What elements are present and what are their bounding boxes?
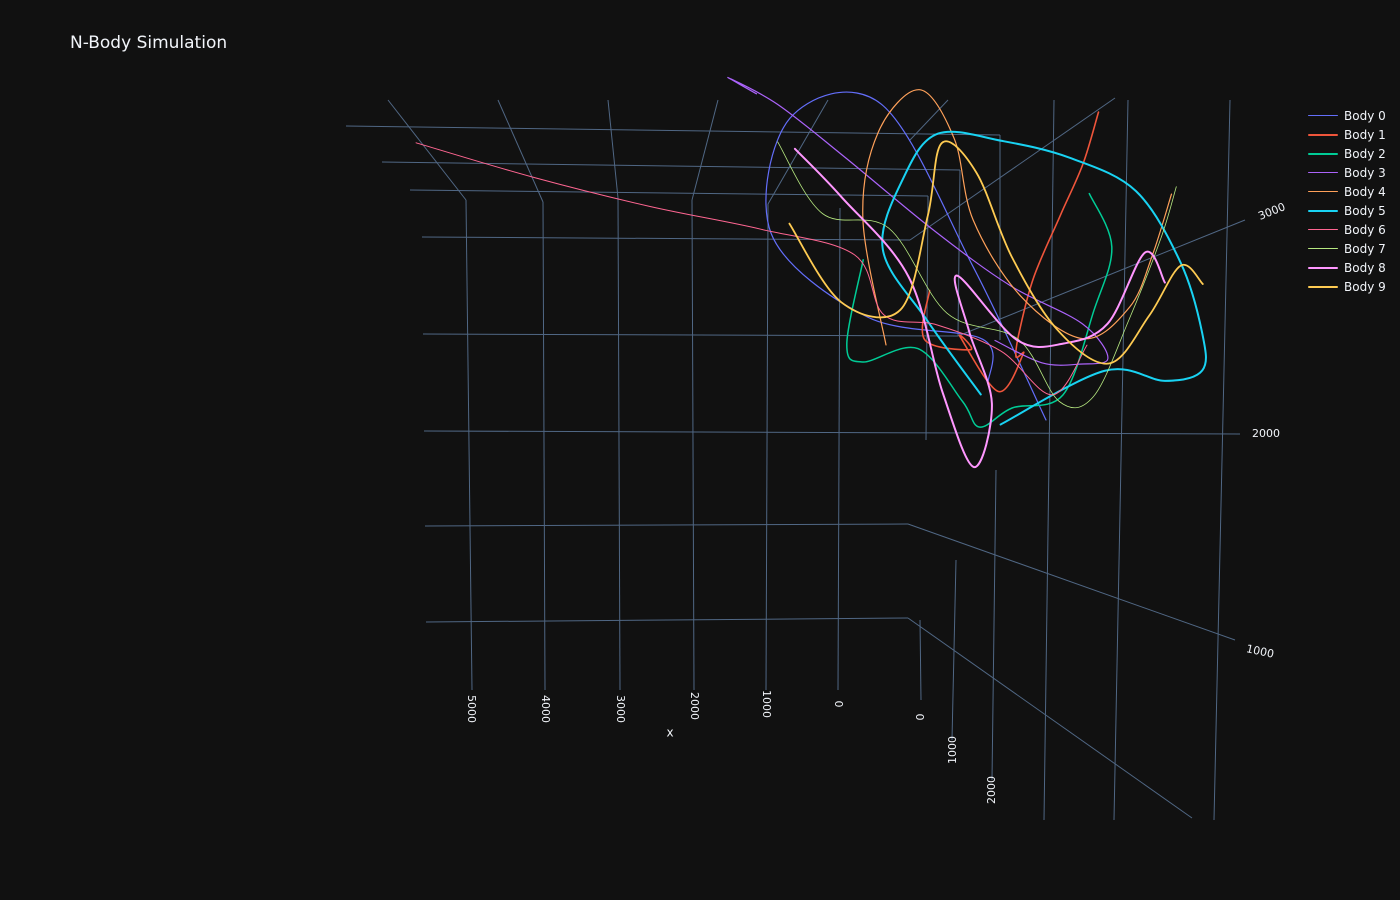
x-tick-label: 5000 xyxy=(465,695,478,723)
grid-line xyxy=(907,523,1236,641)
grid-line xyxy=(617,197,621,691)
trajectory-body-5 xyxy=(881,130,1207,426)
grid-line xyxy=(607,99,619,199)
x-axis-title: x xyxy=(666,726,673,740)
grid-line xyxy=(991,469,997,781)
grid-line xyxy=(423,430,1241,435)
grid-line xyxy=(907,617,1193,819)
grid-line xyxy=(425,617,909,623)
grid-line xyxy=(909,99,949,141)
legend-item-body-1[interactable]: Body 1 xyxy=(1308,125,1386,144)
legend-label: Body 9 xyxy=(1344,279,1386,294)
legend-item-body-7[interactable]: Body 7 xyxy=(1308,239,1386,258)
grid-line xyxy=(542,201,546,691)
legend-swatch xyxy=(1308,209,1338,212)
grid-line xyxy=(387,99,467,201)
trajectory-body-0 xyxy=(765,91,1047,421)
grid-line xyxy=(422,333,959,337)
grid-line xyxy=(957,219,1246,337)
legend-label: Body 3 xyxy=(1344,165,1386,180)
grid-line xyxy=(465,199,473,691)
legend-swatch xyxy=(1308,133,1338,136)
y-tick-label: 2000 xyxy=(985,776,998,804)
chart-title: N-Body Simulation xyxy=(70,33,228,53)
legend-item-body-8[interactable]: Body 8 xyxy=(1308,258,1386,277)
legend-item-body-2[interactable]: Body 2 xyxy=(1308,144,1386,163)
z-tick-label: 1000 xyxy=(1245,642,1275,661)
trajectory-body-6 xyxy=(415,142,1088,396)
y-tick-label: 0 xyxy=(914,714,927,721)
grid-line xyxy=(919,619,922,701)
x-tick-label: 0 xyxy=(832,701,845,708)
trajectory-body-2 xyxy=(846,192,1113,428)
trajectory-body-8 xyxy=(793,147,1166,469)
grid-line xyxy=(957,169,961,337)
legend-label: Body 6 xyxy=(1344,222,1386,237)
legend-label: Body 8 xyxy=(1344,260,1386,275)
trajectory-body-4 xyxy=(862,89,1173,346)
grid-line xyxy=(925,195,929,441)
grid-line xyxy=(381,161,961,171)
legend-item-body-0[interactable]: Body 0 xyxy=(1308,106,1386,125)
grid-line xyxy=(345,125,1001,136)
legend-label: Body 1 xyxy=(1344,127,1386,142)
legend-label: Body 2 xyxy=(1344,146,1386,161)
x-tick-label: 4000 xyxy=(539,695,552,723)
legend-swatch xyxy=(1308,229,1338,230)
grid-line xyxy=(1043,99,1055,821)
legend-swatch xyxy=(1308,248,1338,249)
grid-line xyxy=(409,189,929,197)
x-tick-label: 3000 xyxy=(614,695,627,723)
legend-swatch xyxy=(1308,172,1338,173)
x-tick-label: 2000 xyxy=(688,692,701,720)
legend-item-body-5[interactable]: Body 5 xyxy=(1308,201,1386,220)
legend-swatch xyxy=(1308,266,1338,269)
legend: Body 0 Body 1 Body 2 Body 3 Body 4 Body 5 Body… xyxy=(1308,106,1386,296)
legend-item-body-6[interactable]: Body 6 xyxy=(1308,220,1386,239)
y-tick-label: 1000 xyxy=(946,736,959,764)
grid-line xyxy=(909,97,1116,241)
grid-line xyxy=(1113,99,1129,821)
legend-label: Body 5 xyxy=(1344,203,1386,218)
grid-line xyxy=(421,236,911,241)
trajectory-body-7 xyxy=(777,141,1177,409)
grid-line xyxy=(691,99,719,201)
legend-item-body-3[interactable]: Body 3 xyxy=(1308,163,1386,182)
grid-line xyxy=(497,99,544,203)
legend-swatch xyxy=(1308,152,1338,155)
legend-swatch xyxy=(1308,191,1338,192)
trajectory-body-9 xyxy=(788,140,1204,365)
z-tick-label: 2000 xyxy=(1252,427,1280,440)
trajectories xyxy=(415,76,1207,469)
legend-item-body-4[interactable]: Body 4 xyxy=(1308,182,1386,201)
grid-line xyxy=(951,559,957,741)
legend-item-body-9[interactable]: Body 9 xyxy=(1308,277,1386,296)
legend-label: Body 4 xyxy=(1344,184,1386,199)
grid-line xyxy=(765,203,769,691)
grid-line xyxy=(1213,99,1231,821)
axis-tick-labels: 5000 4000 3000 2000 1000 0 0 1000 2000 1000 2000 30… xyxy=(465,200,1287,804)
z-tick-label: 3000 xyxy=(1256,200,1287,223)
axis-grid xyxy=(345,97,1246,821)
grid-line xyxy=(424,523,909,527)
grid-line xyxy=(837,207,841,691)
legend-swatch xyxy=(1308,115,1338,116)
trajectory-body-3 xyxy=(727,76,1109,366)
grid-line xyxy=(691,199,695,691)
legend-label: Body 7 xyxy=(1344,241,1386,256)
legend-swatch xyxy=(1308,285,1338,288)
legend-label: Body 0 xyxy=(1344,108,1386,123)
x-tick-label: 1000 xyxy=(760,690,773,718)
